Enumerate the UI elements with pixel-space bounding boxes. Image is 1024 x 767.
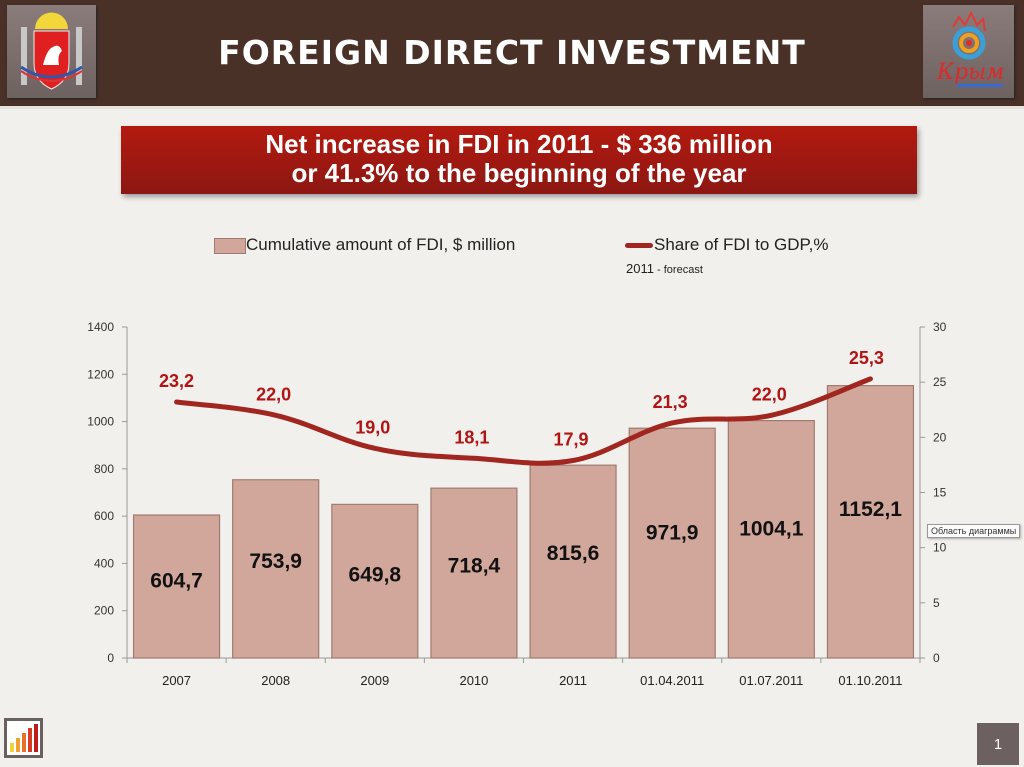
legend-bar-swatch — [214, 238, 246, 254]
bar-value-label: 815,6 — [547, 542, 600, 565]
line-value-label: 17,9 — [554, 430, 589, 450]
bar — [232, 479, 320, 659]
right-tick-label: 25 — [933, 375, 947, 389]
line-value-label: 18,1 — [454, 427, 489, 447]
line-value-label: 23,2 — [159, 371, 194, 391]
x-tick-label: 01.07.2011 — [739, 673, 803, 688]
right-tick-label: 30 — [933, 320, 947, 334]
bar — [331, 503, 419, 659]
crimea-tourism-logo: Крым — [923, 5, 1014, 98]
bar — [529, 464, 617, 659]
left-tick-label: 400 — [94, 556, 114, 570]
bar-value-label: 1152,1 — [839, 498, 902, 521]
line-value-label: 21,3 — [653, 392, 688, 412]
right-tick-label: 10 — [933, 541, 947, 555]
bar-value-label: 604,7 — [150, 569, 203, 592]
x-tick-label: 2008 — [261, 673, 290, 688]
bar-value-label: 649,8 — [349, 564, 402, 587]
line-value-label: 19,0 — [355, 417, 390, 437]
legend-label-fdi-amount: Cumulative amount of FDI, $ million — [246, 235, 516, 254]
x-tick-label: 01.10.2011 — [838, 673, 902, 688]
page-number: 1 — [977, 723, 1019, 765]
banner-line-2: or 41.3% to the beginning of the year — [291, 158, 747, 188]
bar — [628, 427, 716, 659]
bar — [430, 487, 518, 659]
line-value-label: 22,0 — [256, 384, 291, 404]
bar-value-label: 971,9 — [646, 522, 699, 545]
left-tick-label: 200 — [94, 604, 114, 618]
header-bar: FOREIGN DIRECT INVESTMENT Крым — [0, 0, 1024, 109]
summary-banner: Net increase in FDI in 2011 - $ 336 mill… — [121, 126, 917, 194]
x-tick-label: 2009 — [360, 673, 389, 688]
right-tick-label: 15 — [933, 486, 947, 500]
bar — [132, 514, 221, 659]
left-tick-label: 1000 — [87, 415, 114, 429]
x-tick-label: 2007 — [162, 673, 191, 688]
legend-label-fdi-share: Share of FDI to GDP,% — [654, 235, 829, 254]
x-tick-label: 2010 — [459, 673, 488, 688]
forecast-year: 2011 — [626, 261, 654, 276]
bar — [727, 420, 815, 659]
line-series — [174, 376, 873, 466]
bar-value-label: 718,4 — [448, 555, 501, 578]
bar-labels: 604,7 753,9 649,8 718,4 815,6 971,9 1004,1 1152… — [150, 498, 902, 592]
bar-value-label: 753,9 — [249, 550, 302, 573]
left-tick-label: 0 — [107, 651, 114, 665]
banner-line-1: Net increase in FDI in 2011 - $ 336 mill… — [265, 129, 773, 159]
bar — [826, 385, 915, 659]
bar-series — [132, 385, 915, 659]
forecast-text: - forecast — [653, 264, 703, 276]
coat-of-arms-logo — [7, 5, 96, 98]
legend-line-swatch — [625, 243, 653, 248]
line-value-label: 22,0 — [752, 384, 787, 404]
bar-value-label: 1004,1 — [739, 517, 804, 540]
page-title: FOREIGN DIRECT INVESTMENT — [218, 33, 806, 72]
tick-labels: 0 200 400 600 800 1000 1200 1400 0 5 10 15 20 25 30 200… — [87, 320, 946, 688]
line-labels: 23,2 22,0 19,0 18,1 17,9 21,3 22,0 25,3 — [159, 348, 884, 450]
forecast-note: 2011 - forecast — [626, 261, 703, 276]
line-value-label: 25,3 — [849, 348, 884, 368]
x-tick-label: 01.04.2011 — [640, 673, 704, 688]
right-tick-label: 20 — [933, 430, 947, 444]
left-tick-label: 1400 — [87, 320, 114, 334]
logo-text: Крым — [936, 60, 1004, 85]
right-tick-label: 5 — [933, 596, 940, 610]
chart-bars-icon[interactable] — [4, 718, 43, 758]
left-tick-label: 800 — [94, 462, 114, 476]
x-tick-label: 2011 — [559, 673, 587, 688]
chart-area-tooltip: Область диаграммы — [927, 524, 1021, 538]
share-line — [174, 376, 873, 466]
right-tick-label: 0 — [933, 651, 940, 665]
left-tick-label: 600 — [94, 509, 114, 523]
left-tick-label: 1200 — [87, 367, 114, 381]
